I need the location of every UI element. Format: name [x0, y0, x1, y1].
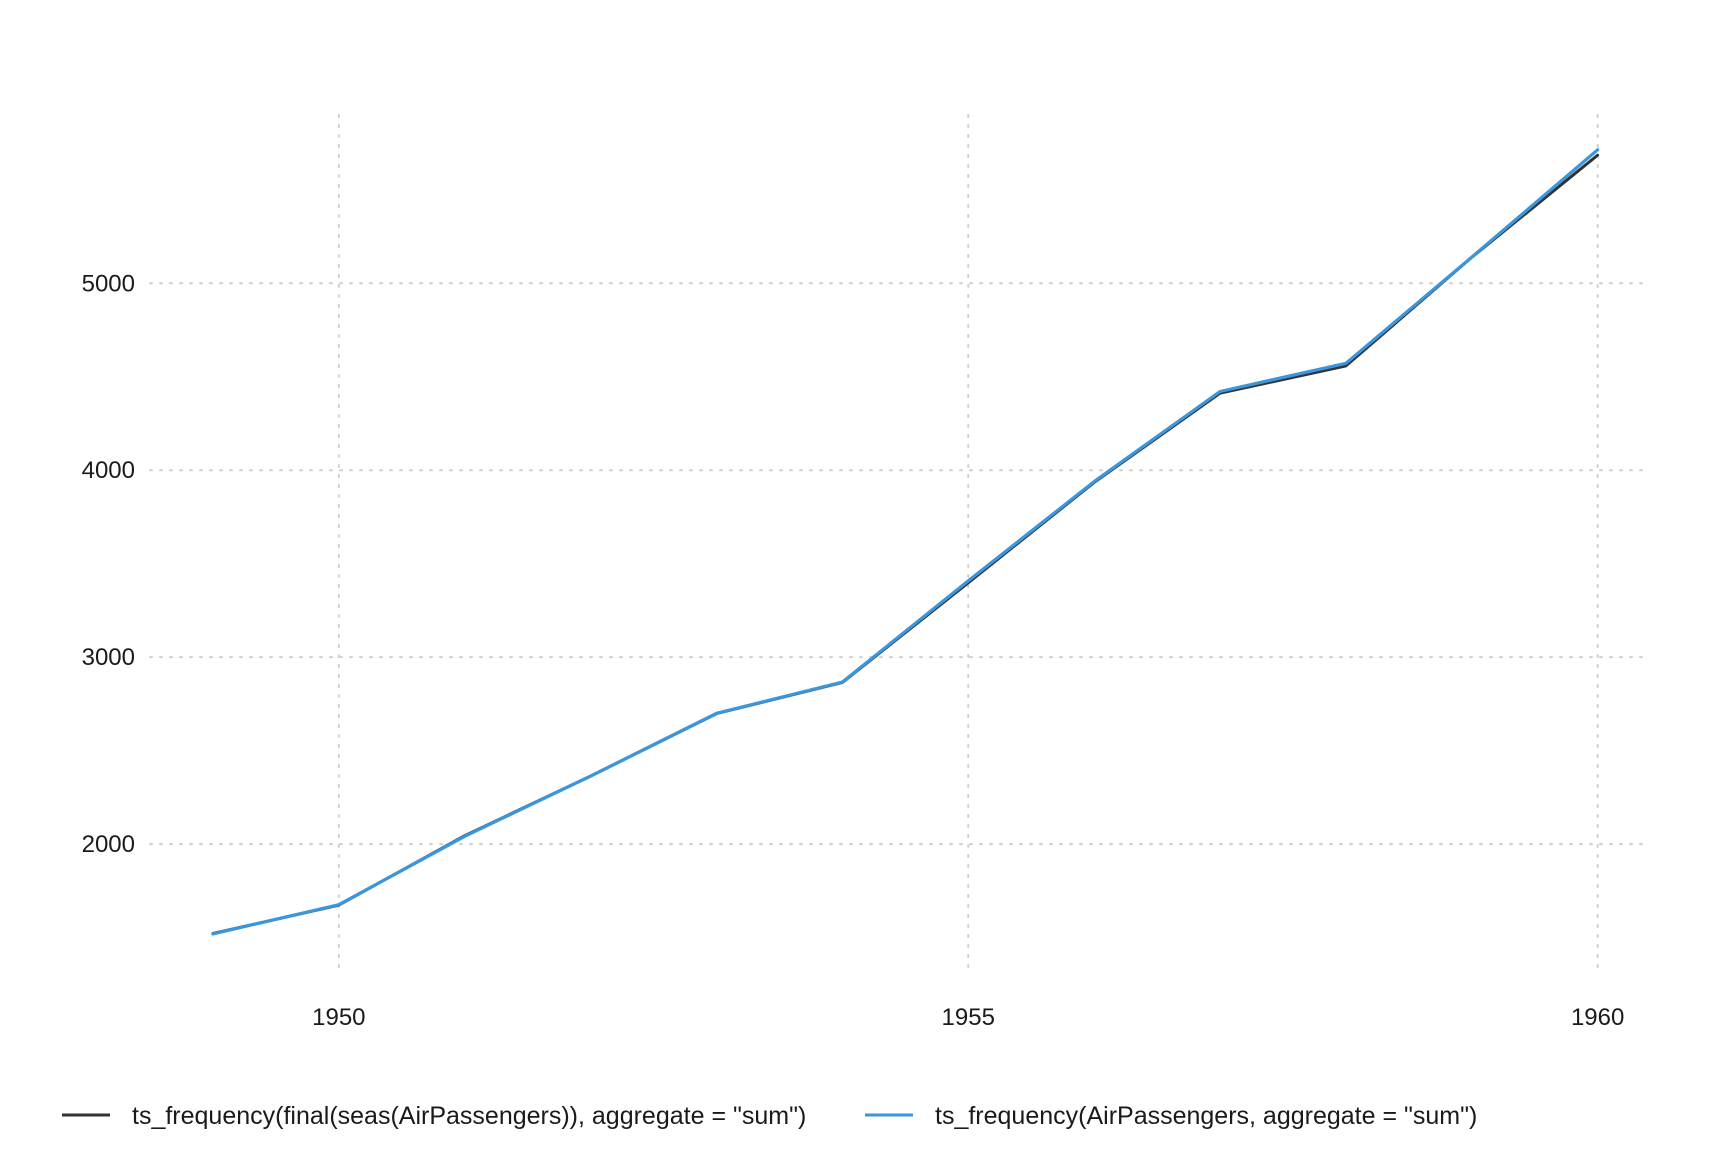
legend: ts_frequency(final(seas(AirPassengers)),…: [62, 1102, 1477, 1130]
y-tick-label: 3000: [82, 644, 135, 671]
legend-label-2: ts_frequency(AirPassengers, aggregate = …: [935, 1102, 1477, 1130]
series-line-2: [211, 148, 1600, 936]
axis-layer: 2000 3000 4000 5000 1950 1955 1960: [82, 270, 1625, 1031]
x-tick-label: 1950: [312, 1004, 365, 1031]
grid-layer: [149, 114, 1649, 976]
y-tick-label: 4000: [82, 457, 135, 484]
x-tick-label: 1955: [942, 1004, 995, 1031]
y-tick-label: 5000: [82, 270, 135, 297]
legend-label-1: ts_frequency(final(seas(AirPassengers)),…: [132, 1102, 806, 1130]
y-tick-label: 2000: [82, 831, 135, 858]
series-line-1: [211, 153, 1600, 935]
series-layer: [211, 148, 1600, 936]
x-tick-label: 1960: [1571, 1004, 1624, 1031]
